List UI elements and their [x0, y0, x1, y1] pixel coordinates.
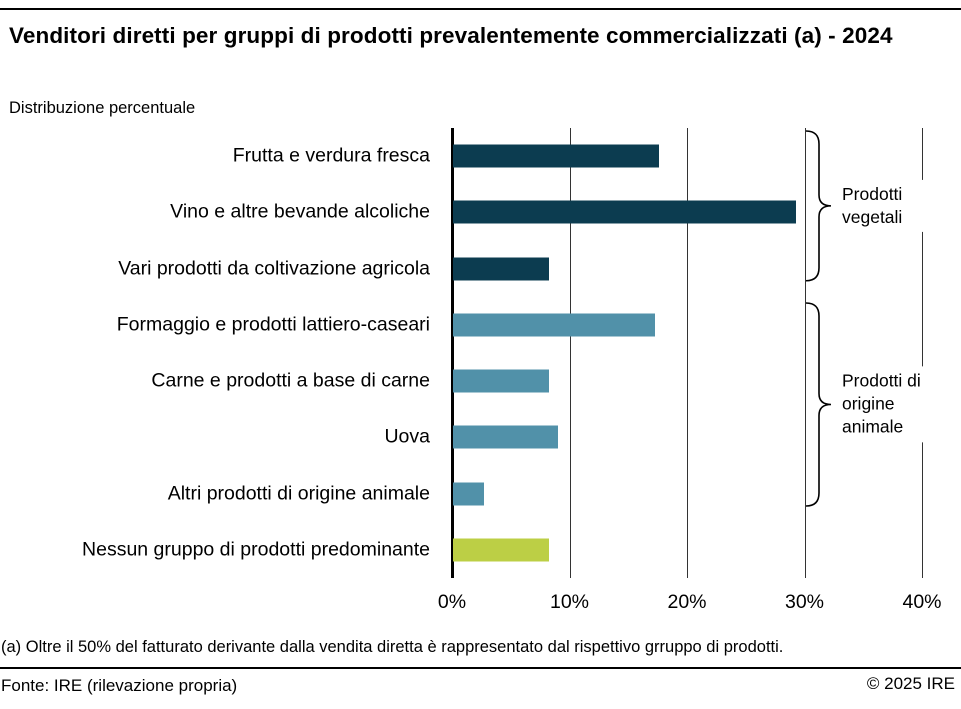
chart-subtitle: Distribuzione percentuale — [9, 99, 196, 117]
bar — [453, 200, 797, 224]
x-axis-ticks: 0% 10% 20% 30% 40% — [438, 591, 942, 615]
plot-area: Prodotti vegetali Prodotti di origine ani… — [451, 128, 948, 578]
x-tick-label: 10% — [549, 591, 590, 613]
group-bracket — [805, 301, 832, 507]
bar — [453, 313, 656, 337]
x-tick-label: 20% — [667, 591, 707, 613]
chart-title: Venditori diretti per gruppi di prodotti… — [9, 23, 893, 48]
group-label: Prodotti vegetali — [842, 179, 948, 232]
gridline — [804, 128, 806, 578]
category-label: Vino e altre bevande alcoliche — [170, 200, 430, 223]
category-label: Nessun gruppo di prodotti predominante — [82, 538, 430, 561]
source-text: Fonte: IRE (rilevazione propria) — [1, 676, 238, 695]
category-label: Vari prodotti da coltivazione agricola — [118, 256, 430, 279]
bar — [453, 482, 484, 506]
bar — [453, 257, 550, 281]
category-labels: Frutta e verdura fresca Vino e altre beva… — [0, 128, 430, 578]
category-label: Frutta e verdura fresca — [232, 144, 430, 167]
category-label: Formaggio e prodotti lattiero-caseari — [116, 313, 430, 336]
bar — [453, 538, 550, 562]
x-tick-label: 30% — [784, 591, 825, 613]
gridline — [922, 128, 923, 578]
category-label: Uova — [384, 425, 430, 448]
gridline — [569, 128, 571, 578]
footnote: (a) Oltre il 50% del fatturato derivante… — [1, 638, 784, 656]
bar — [453, 425, 558, 449]
x-tick-label: 0% — [437, 591, 467, 613]
y-axis-line — [451, 128, 454, 578]
top-rule — [0, 8, 961, 10]
x-tick-label: 40% — [902, 591, 942, 613]
gridline — [687, 128, 688, 578]
category-label: Carne e prodotti a base di carne — [151, 369, 430, 392]
category-label: Altri prodotti di origine animale — [167, 481, 430, 504]
bar — [453, 144, 659, 168]
group-label: Prodotti di origine animale — [842, 366, 948, 442]
copyright-text: © 2025 IRE — [866, 674, 955, 693]
bar — [453, 369, 550, 393]
footer-rule — [0, 667, 961, 669]
bar-chart: Frutta e verdura fresca Vino e altre beva… — [0, 128, 961, 628]
group-bracket — [805, 130, 832, 282]
